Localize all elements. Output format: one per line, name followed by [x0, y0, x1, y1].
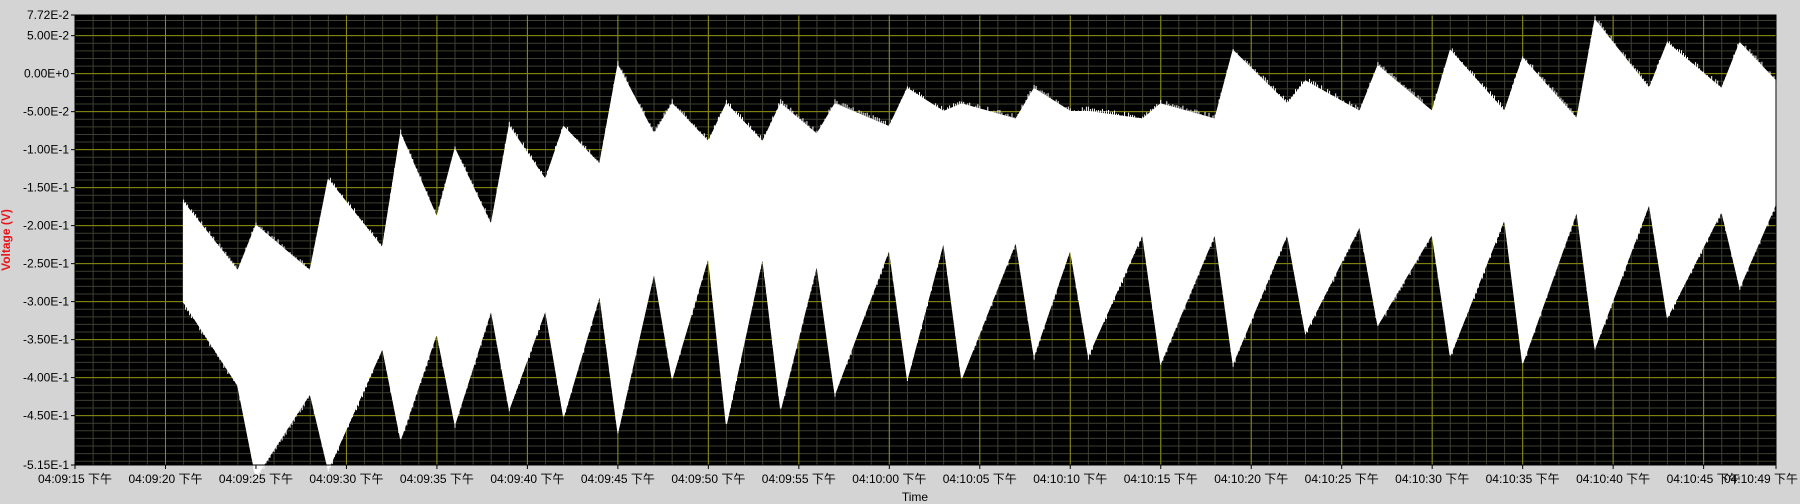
x-tick-label: 04:10:15 下午	[1124, 472, 1198, 486]
x-tick-label: 04:10:35 下午	[1486, 472, 1560, 486]
y-tick-label: -1.50E-1	[23, 181, 69, 195]
x-tick-label: 04:09:20 下午	[128, 472, 202, 486]
x-axis-title: Time	[902, 490, 929, 504]
x-tick-label: 04:10:20 下午	[1214, 472, 1288, 486]
y-tick-label: -4.50E-1	[23, 409, 69, 423]
y-tick-label: -1.00E-1	[23, 143, 69, 157]
y-tick-label: -5.15E-1	[23, 458, 69, 472]
x-tick-label: 04:09:15 下午	[38, 472, 112, 486]
x-tick-label: 04:09:35 下午	[400, 472, 474, 486]
y-tick-label: -4.00E-1	[23, 371, 69, 385]
plot-border	[74, 14, 1777, 466]
y-tick-label: -2.50E-1	[23, 257, 69, 271]
y-tick-label: -2.00E-1	[23, 219, 69, 233]
x-tick-label: 04:10:05 下午	[943, 472, 1017, 486]
y-tick-label: 5.00E-2	[27, 29, 69, 43]
x-tick-label: 04:10:30 下午	[1395, 472, 1469, 486]
x-tick-label: 04:10:49 下午	[1724, 472, 1798, 486]
x-tick-label: 04:10:45 下午	[1667, 472, 1741, 486]
y-tick-label: -3.50E-1	[23, 333, 69, 347]
y-axis-title: Voltage (V)	[0, 209, 13, 271]
y-tick-label: 0.00E+0	[24, 67, 69, 81]
x-axis-ticks: 04:09:15 下午 04:09:20 下午 04:09:25 下午 04:09:3…	[38, 465, 1798, 486]
y-axis-ticks: 7.72E-2 5.00E-2 0.00E+0 -5.00E-2 -1.00E-1 -1.…	[23, 8, 75, 472]
x-tick-label: 04:09:30 下午	[309, 472, 383, 486]
y-tick-label: -3.00E-1	[23, 295, 69, 309]
y-tick-label: 7.72E-2	[27, 8, 69, 22]
x-tick-label: 04:10:00 下午	[852, 472, 926, 486]
x-tick-label: 04:09:50 下午	[671, 472, 745, 486]
x-tick-label: 04:09:55 下午	[762, 472, 836, 486]
x-tick-label: 04:09:25 下午	[219, 472, 293, 486]
x-tick-label: 04:10:40 下午	[1576, 472, 1650, 486]
x-tick-label: 04:09:45 下午	[581, 472, 655, 486]
series-layer	[182, 16, 1777, 480]
x-tick-label: 04:09:40 下午	[490, 472, 564, 486]
x-tick-label: 04:10:25 下午	[1305, 472, 1379, 486]
x-tick-label: 04:10:10 下午	[1033, 472, 1107, 486]
y-tick-label: -5.00E-2	[23, 105, 69, 119]
